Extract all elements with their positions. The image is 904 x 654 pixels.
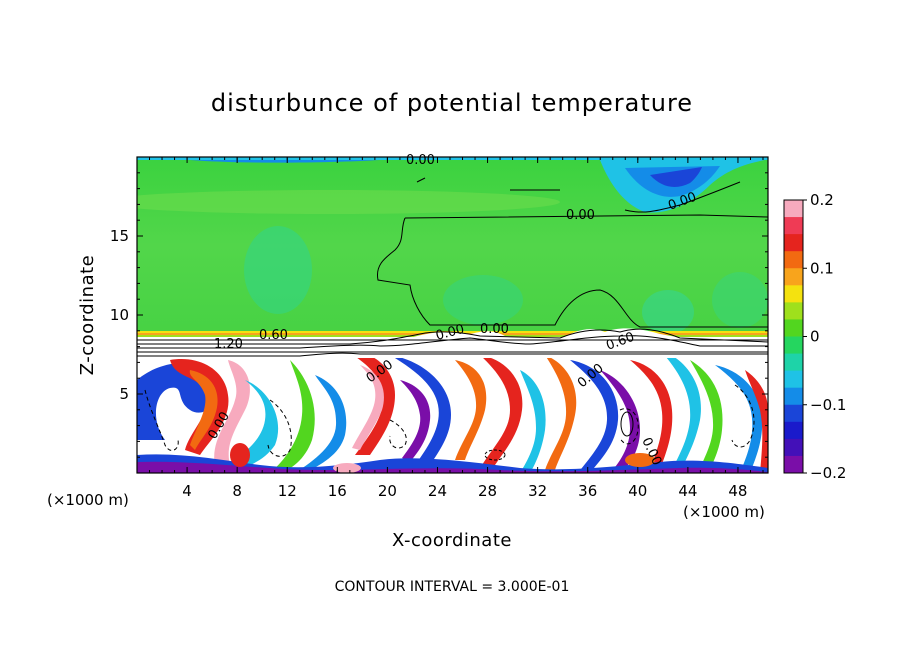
y-tick-label: 15 bbox=[110, 227, 129, 245]
colorbar-swatch bbox=[784, 251, 803, 269]
x-tick-label: 24 bbox=[428, 482, 447, 500]
colorbar-tick-label: 0 bbox=[810, 328, 820, 346]
x-tick-label: 16 bbox=[328, 482, 347, 500]
y-tick-label: 5 bbox=[119, 385, 129, 403]
x-tick-label: 20 bbox=[378, 482, 397, 500]
x-axis-label: X-coordinate bbox=[392, 530, 512, 551]
colorbar-swatch bbox=[784, 268, 803, 286]
contour-label: 0.00 bbox=[434, 322, 466, 344]
x-tick-label: 12 bbox=[278, 482, 297, 500]
top-edge-band bbox=[137, 157, 768, 160]
x-tick-label: 44 bbox=[678, 482, 697, 500]
colorbar-swatch bbox=[784, 217, 803, 235]
contour-label: 0.00 bbox=[480, 322, 509, 337]
colorbar-swatch bbox=[784, 421, 803, 440]
colorbar-swatch bbox=[784, 302, 803, 320]
x-tick-label: 40 bbox=[628, 482, 647, 500]
x-tick-label: 4 bbox=[182, 482, 192, 500]
colorbar-tick-label: −0.1 bbox=[810, 396, 846, 414]
x-tick-label: 32 bbox=[528, 482, 547, 500]
colorbar-tick-label: 0.1 bbox=[810, 259, 834, 277]
colorbar-swatch bbox=[784, 404, 803, 423]
colorbar-swatch bbox=[784, 455, 803, 474]
x-unit-right: (×1000 m) bbox=[683, 503, 765, 521]
weak-negative-blob bbox=[642, 290, 694, 334]
y-axis: 5 10 15 bbox=[110, 172, 768, 458]
colorbar-swatch bbox=[784, 370, 803, 389]
x-unit-left: (×1000 m) bbox=[47, 491, 129, 509]
chart-title: disturbunce of potential temperature bbox=[211, 89, 693, 117]
y-tick-label: 10 bbox=[110, 306, 129, 324]
colorbar-swatch bbox=[784, 387, 803, 406]
top-right-cold-core bbox=[650, 167, 702, 187]
contour-interval-note: CONTOUR INTERVAL = 3.000E-01 bbox=[335, 579, 570, 595]
colorbar-swatch bbox=[784, 200, 803, 218]
colorbar-swatch bbox=[784, 336, 803, 355]
contour-label: 0.00 bbox=[566, 208, 595, 223]
colorbar-tick-label: −0.2 bbox=[810, 464, 846, 482]
colorbar-tick-label: 0.2 bbox=[810, 191, 834, 209]
colorbar-swatch bbox=[784, 438, 803, 457]
colorbar: 0.2 0.1 0 −0.1 −0.2 bbox=[783, 191, 846, 482]
x-tick-label: 8 bbox=[232, 482, 242, 500]
colorbar-swatch bbox=[784, 234, 803, 252]
contour-lines bbox=[137, 177, 768, 461]
colorbar-swatch bbox=[784, 319, 803, 337]
contour-label: 0.00 bbox=[406, 153, 435, 168]
plot-area bbox=[137, 157, 768, 473]
colorbar-swatch bbox=[784, 353, 803, 372]
x-axis: 4 8 12 16 20 24 28 32 36 40 44 48 bbox=[149, 157, 764, 500]
contour-label: 0.60 bbox=[259, 328, 288, 343]
x-tick-label: 36 bbox=[578, 482, 597, 500]
weak-positive-band bbox=[137, 190, 560, 214]
colorbar-swatch bbox=[784, 285, 803, 303]
weak-negative-blob bbox=[443, 275, 523, 325]
weak-negative-blob bbox=[244, 226, 312, 314]
x-tick-label: 48 bbox=[728, 482, 747, 500]
weak-negative-blob bbox=[712, 272, 768, 328]
turbulent-structures bbox=[137, 350, 768, 473]
y-axis-label: Z-coordinate bbox=[77, 255, 98, 376]
contour-label: 1.20 bbox=[214, 337, 243, 352]
x-tick-label: 28 bbox=[478, 482, 497, 500]
